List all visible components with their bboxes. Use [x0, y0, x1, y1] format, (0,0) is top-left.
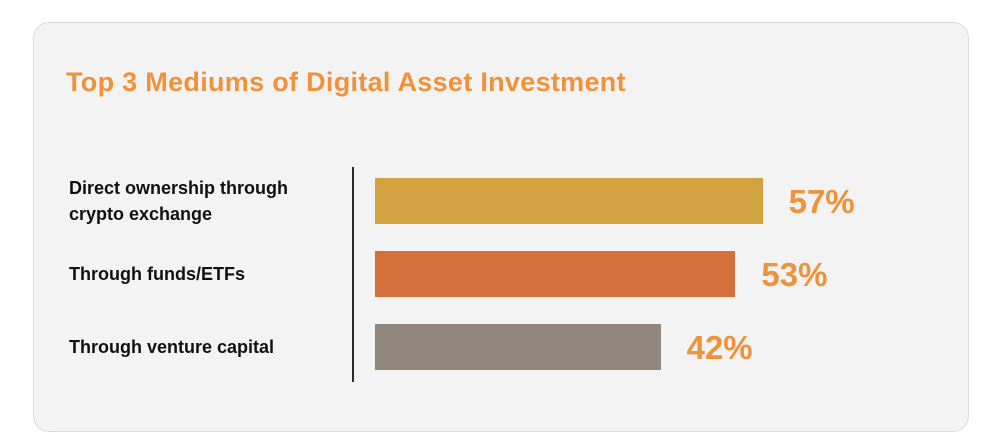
category-axis-line — [352, 167, 354, 382]
bar — [375, 178, 763, 224]
category-label: Direct ownership through crypto exchange — [69, 178, 289, 224]
chart-title: Top 3 Mediums of Digital Asset Investmen… — [66, 67, 626, 97]
chart-card: Top 3 Mediums of Digital Asset Investmen… — [33, 22, 969, 432]
category-label: Through funds/ETFs — [69, 264, 245, 284]
category-label: Through venture capital — [69, 337, 275, 357]
data-label: 53% — [761, 256, 828, 293]
data-label: 57% — [788, 183, 855, 220]
bar — [375, 251, 736, 297]
data-label: 42% — [686, 329, 753, 366]
bar — [375, 324, 661, 370]
